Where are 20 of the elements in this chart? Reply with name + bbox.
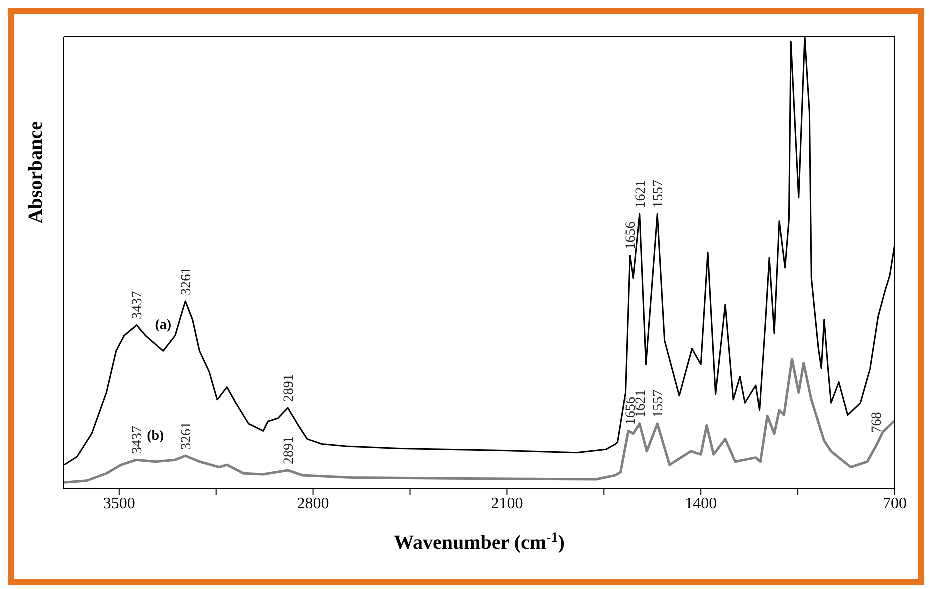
x-tick-label: 700 (883, 495, 907, 512)
x-axis-title: Wavenumber (cm$^{-1}$) (394, 530, 565, 554)
series-label: (b) (147, 428, 165, 444)
series-label: (a) (155, 318, 172, 334)
y-axis-title: Absorbance (25, 121, 47, 224)
x-tick-label: 2800 (297, 495, 330, 512)
annotation: 1621 (634, 180, 649, 208)
annotation: 1557 (652, 390, 667, 418)
x-tick-label: 3500 (103, 495, 136, 512)
annotation: 3261 (180, 267, 195, 296)
annotation: 1557 (652, 180, 667, 208)
annotation: 2891 (282, 436, 297, 464)
annotation: 1656 (624, 222, 640, 250)
x-tick-label: 2100 (491, 495, 524, 512)
x-tick-label: 1400 (685, 495, 718, 512)
annotation: 3437 (130, 426, 146, 454)
annotation: 3437 (130, 291, 146, 320)
annotation: 2891 (282, 374, 297, 402)
annotation: 768 (870, 412, 886, 434)
annotation: 3261 (180, 422, 195, 450)
